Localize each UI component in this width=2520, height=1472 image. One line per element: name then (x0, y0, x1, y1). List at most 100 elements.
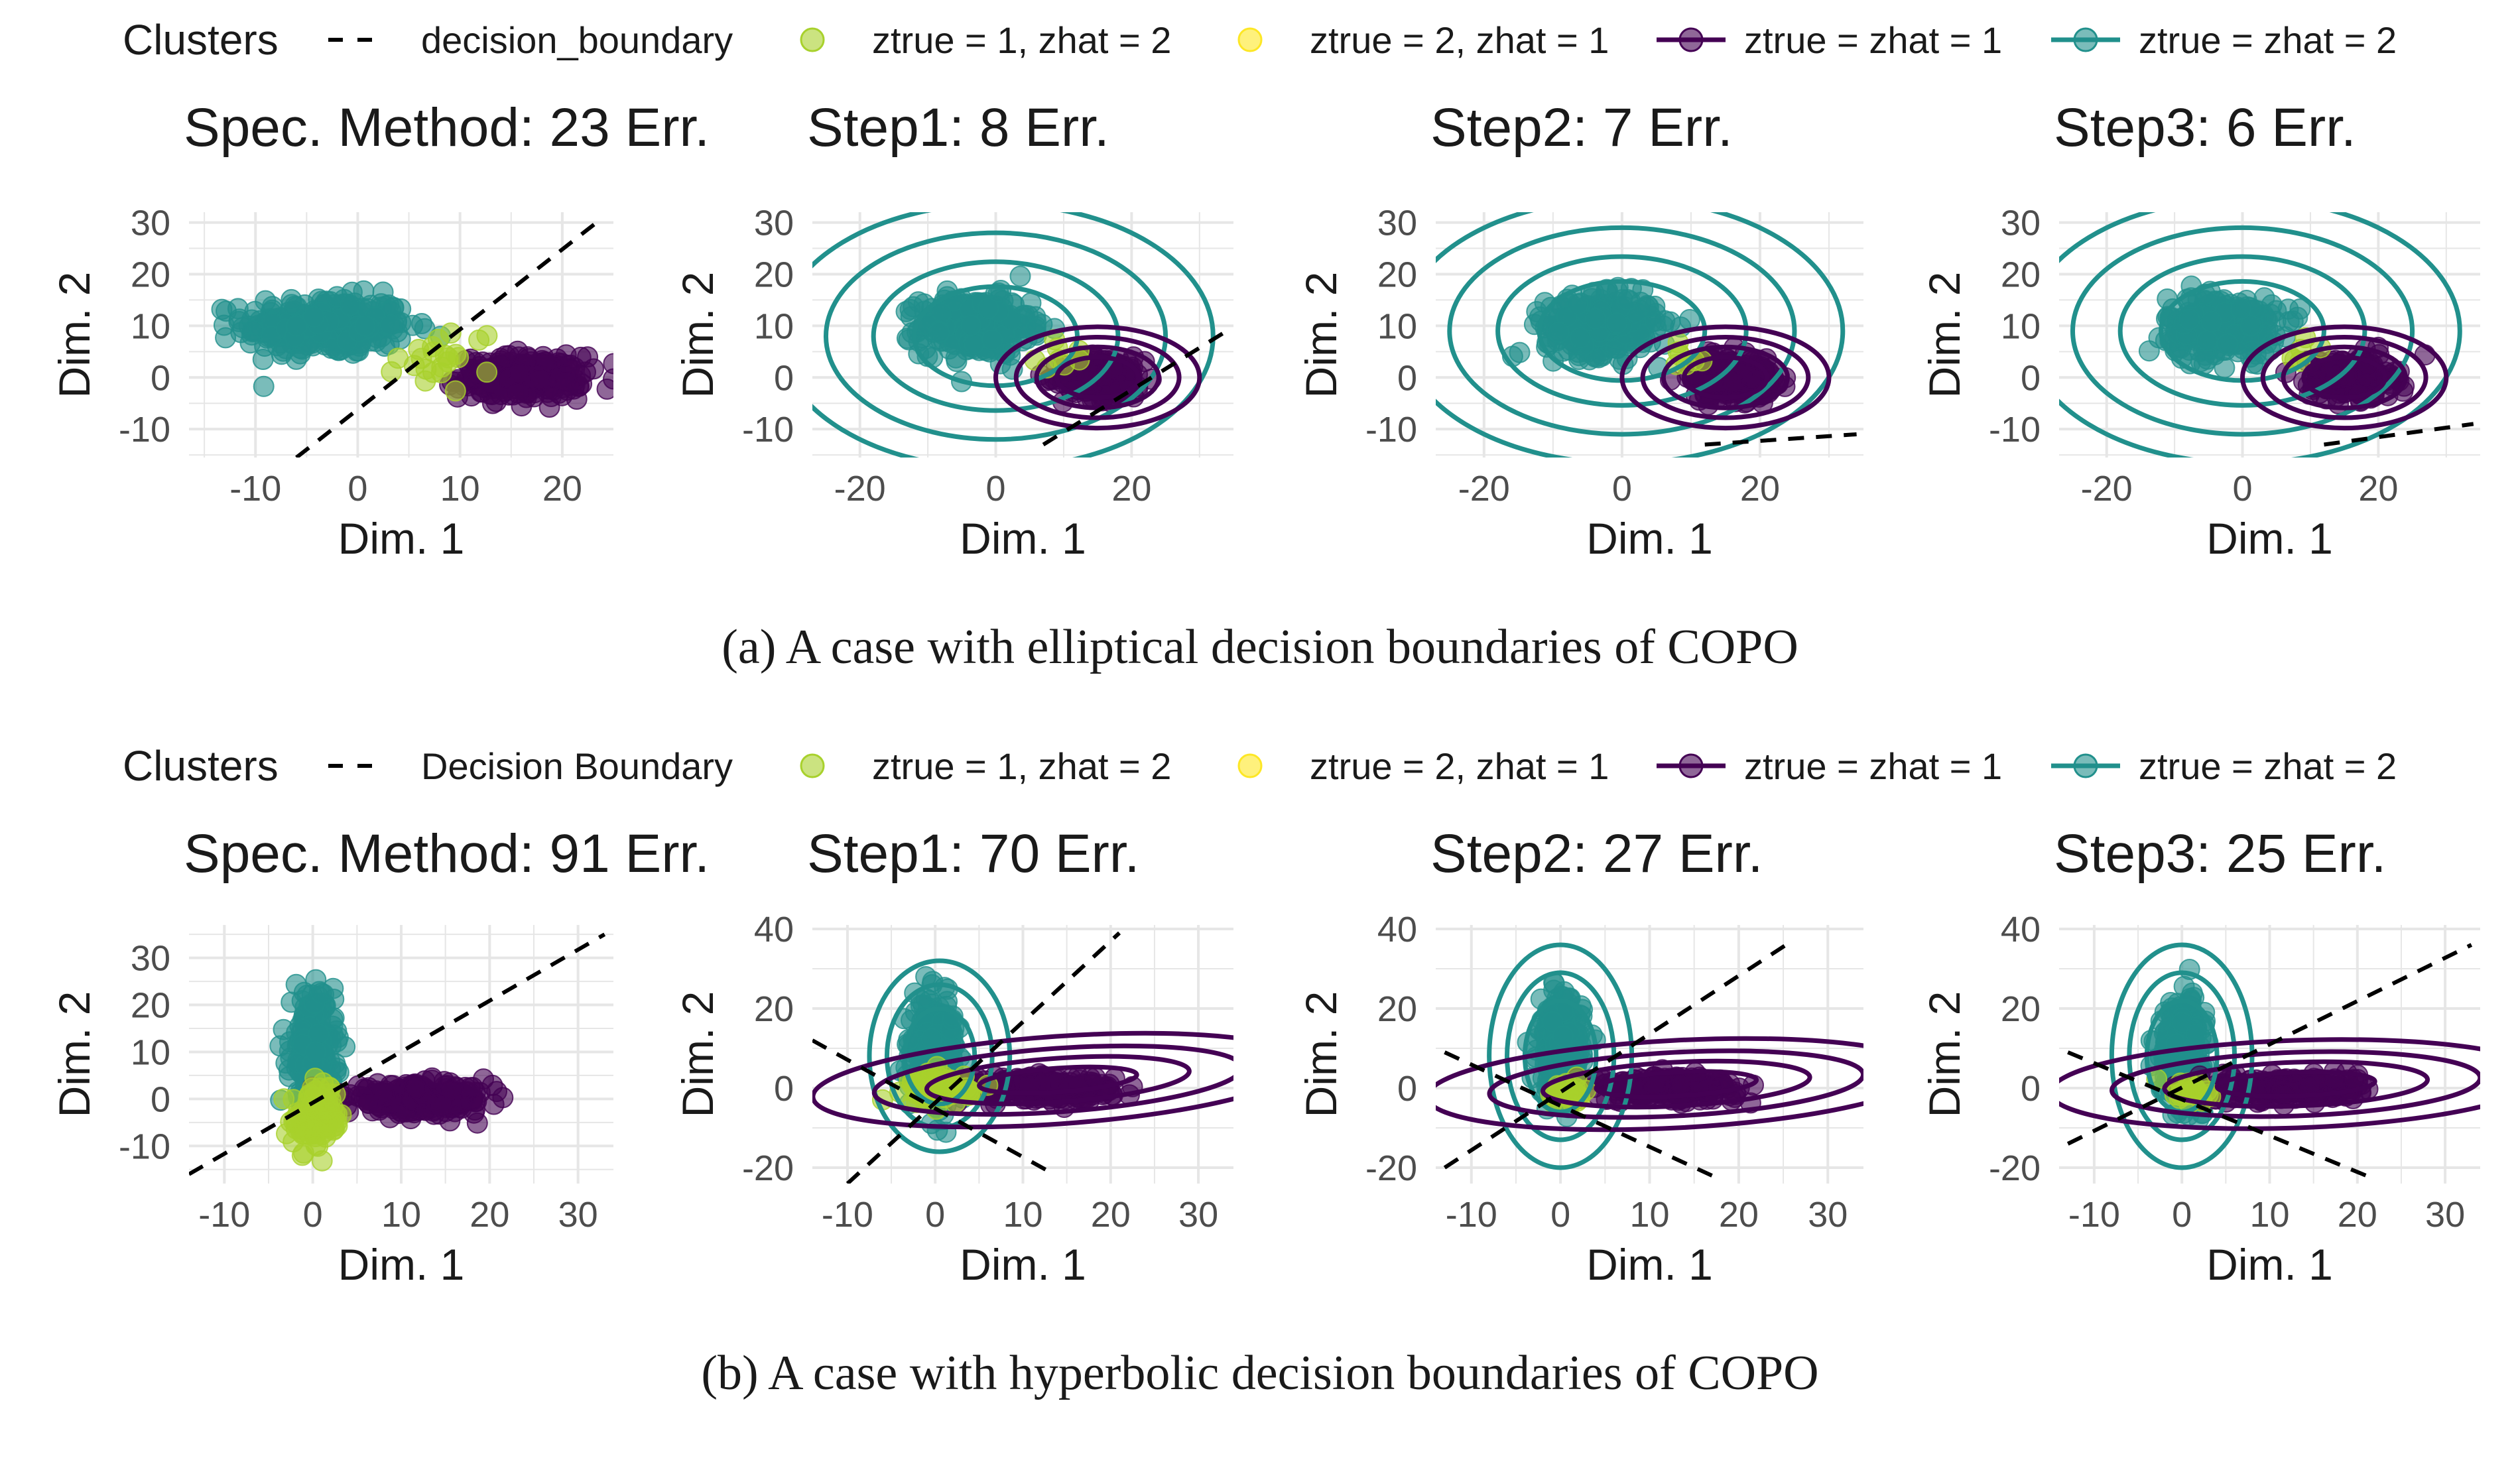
legend-dot-icon (1237, 27, 1263, 52)
data-point (960, 314, 982, 336)
data-point (903, 296, 924, 318)
data-point (283, 1131, 304, 1152)
data-point (1722, 371, 1743, 393)
contour-purple (1619, 324, 1832, 431)
x-tick-label: -20 (1458, 469, 1510, 509)
legend-0: Clusters decision_boundary ztrue = 1, zhat… (123, 16, 2397, 64)
contour-teal (2059, 212, 2462, 458)
legend-item-purple: ztrue = zhat = 1 (1657, 19, 2002, 61)
data-point (462, 1077, 483, 1098)
x-axis-label: Dim. 1 (960, 1240, 1086, 1289)
x-tick-label: 0 (347, 469, 367, 509)
data-point (1617, 289, 1639, 310)
legend-label: ztrue = 2, zhat = 1 (1310, 745, 1609, 787)
data-point (444, 380, 466, 402)
contour-purple (871, 1043, 1233, 1117)
x-axis-label: Dim. 1 (960, 514, 1086, 563)
y-axis-label: Dim. 2 (673, 991, 722, 1118)
data-point (1548, 321, 1570, 343)
panel-title: Step1: 70 Err. (807, 824, 1139, 884)
contour-purple (1054, 355, 1141, 400)
cluster-teal (1501, 276, 1700, 379)
x-tick-label: 10 (1003, 1195, 1042, 1235)
data-point (555, 371, 577, 392)
x-tick-label: -10 (198, 1195, 250, 1235)
data-point (1644, 1073, 1666, 1095)
data-point (603, 368, 613, 390)
decision-boundary (295, 215, 605, 458)
y-tick-label: 20 (754, 255, 794, 294)
y-tick-label: 0 (774, 1069, 794, 1109)
contours (1436, 212, 1846, 458)
legend-item-lime: ztrue = 1, zhat = 2 (800, 745, 1171, 787)
y-tick-label: 20 (131, 986, 170, 1026)
data-point (281, 288, 302, 310)
contour-purple (1436, 1036, 1863, 1133)
legend-label: ztrue = 1, zhat = 2 (872, 19, 1171, 61)
data-point (271, 343, 292, 365)
data-point (981, 329, 1003, 351)
y-tick-label: 20 (2001, 255, 2041, 294)
x-tick-label: 20 (1111, 469, 1151, 509)
legend-label: decision_boundary (421, 19, 733, 61)
legend-dot-icon (2073, 27, 2098, 52)
y-tick-label: 0 (1397, 358, 1417, 398)
x-tick-label: 10 (1629, 1195, 1669, 1235)
data-point (273, 1018, 294, 1040)
data-point (372, 281, 394, 303)
data-points (211, 280, 613, 418)
data-point (1509, 341, 1531, 363)
data-point (402, 314, 424, 336)
y-tick-label: 10 (2001, 306, 2041, 346)
data-point (963, 333, 985, 355)
data-points (2138, 275, 2436, 414)
y-axis-label: Dim. 2 (50, 991, 99, 1118)
data-point (357, 1093, 379, 1115)
data-point (405, 1077, 426, 1099)
cluster-teal (211, 280, 452, 397)
x-tick-label: 0 (2233, 469, 2253, 509)
x-tick-label: 10 (381, 1195, 421, 1235)
y-tick-label: 20 (131, 255, 170, 294)
data-point (468, 329, 490, 351)
legend-item-teal: ztrue = zhat = 2 (2051, 745, 2397, 787)
cluster-purple (302, 1067, 514, 1134)
y-tick-label: 40 (754, 910, 794, 950)
y-tick-label: 30 (131, 939, 170, 979)
data-point (387, 347, 409, 369)
legend-item-lime: ztrue = 1, zhat = 2 (800, 19, 1171, 61)
data-point (1552, 1025, 1574, 1047)
legend-item-boundary: Decision Boundary (328, 745, 733, 787)
legend-label: ztrue = 2, zhat = 1 (1310, 19, 1609, 61)
legend-label: ztrue = zhat = 2 (2139, 19, 2397, 61)
decision-boundary (189, 932, 606, 1176)
y-tick-label: 20 (1377, 255, 1417, 294)
contour-purple (2281, 344, 2408, 410)
decision-boundary (1704, 432, 1857, 447)
data-point (2171, 1012, 2193, 1034)
boundary-line (812, 1038, 1050, 1174)
data-point (286, 315, 308, 337)
contour-purple (977, 1064, 1139, 1096)
x-tick-label: 30 (1808, 1195, 1848, 1235)
x-tick-label: 20 (470, 1195, 509, 1235)
y-tick-label: 10 (131, 1032, 170, 1072)
x-axis-label: Dim. 1 (338, 514, 465, 563)
data-point (421, 1067, 443, 1089)
data-point (928, 322, 950, 343)
data-point (507, 382, 529, 404)
boundary-line (846, 931, 1121, 1184)
contours (812, 212, 1216, 458)
data-point (304, 1041, 326, 1063)
contour-purple (924, 1054, 1192, 1107)
x-axis-label: Dim. 1 (2206, 514, 2333, 563)
data-point (603, 353, 613, 375)
panel-title: Step3: 6 Err. (2054, 97, 2356, 158)
